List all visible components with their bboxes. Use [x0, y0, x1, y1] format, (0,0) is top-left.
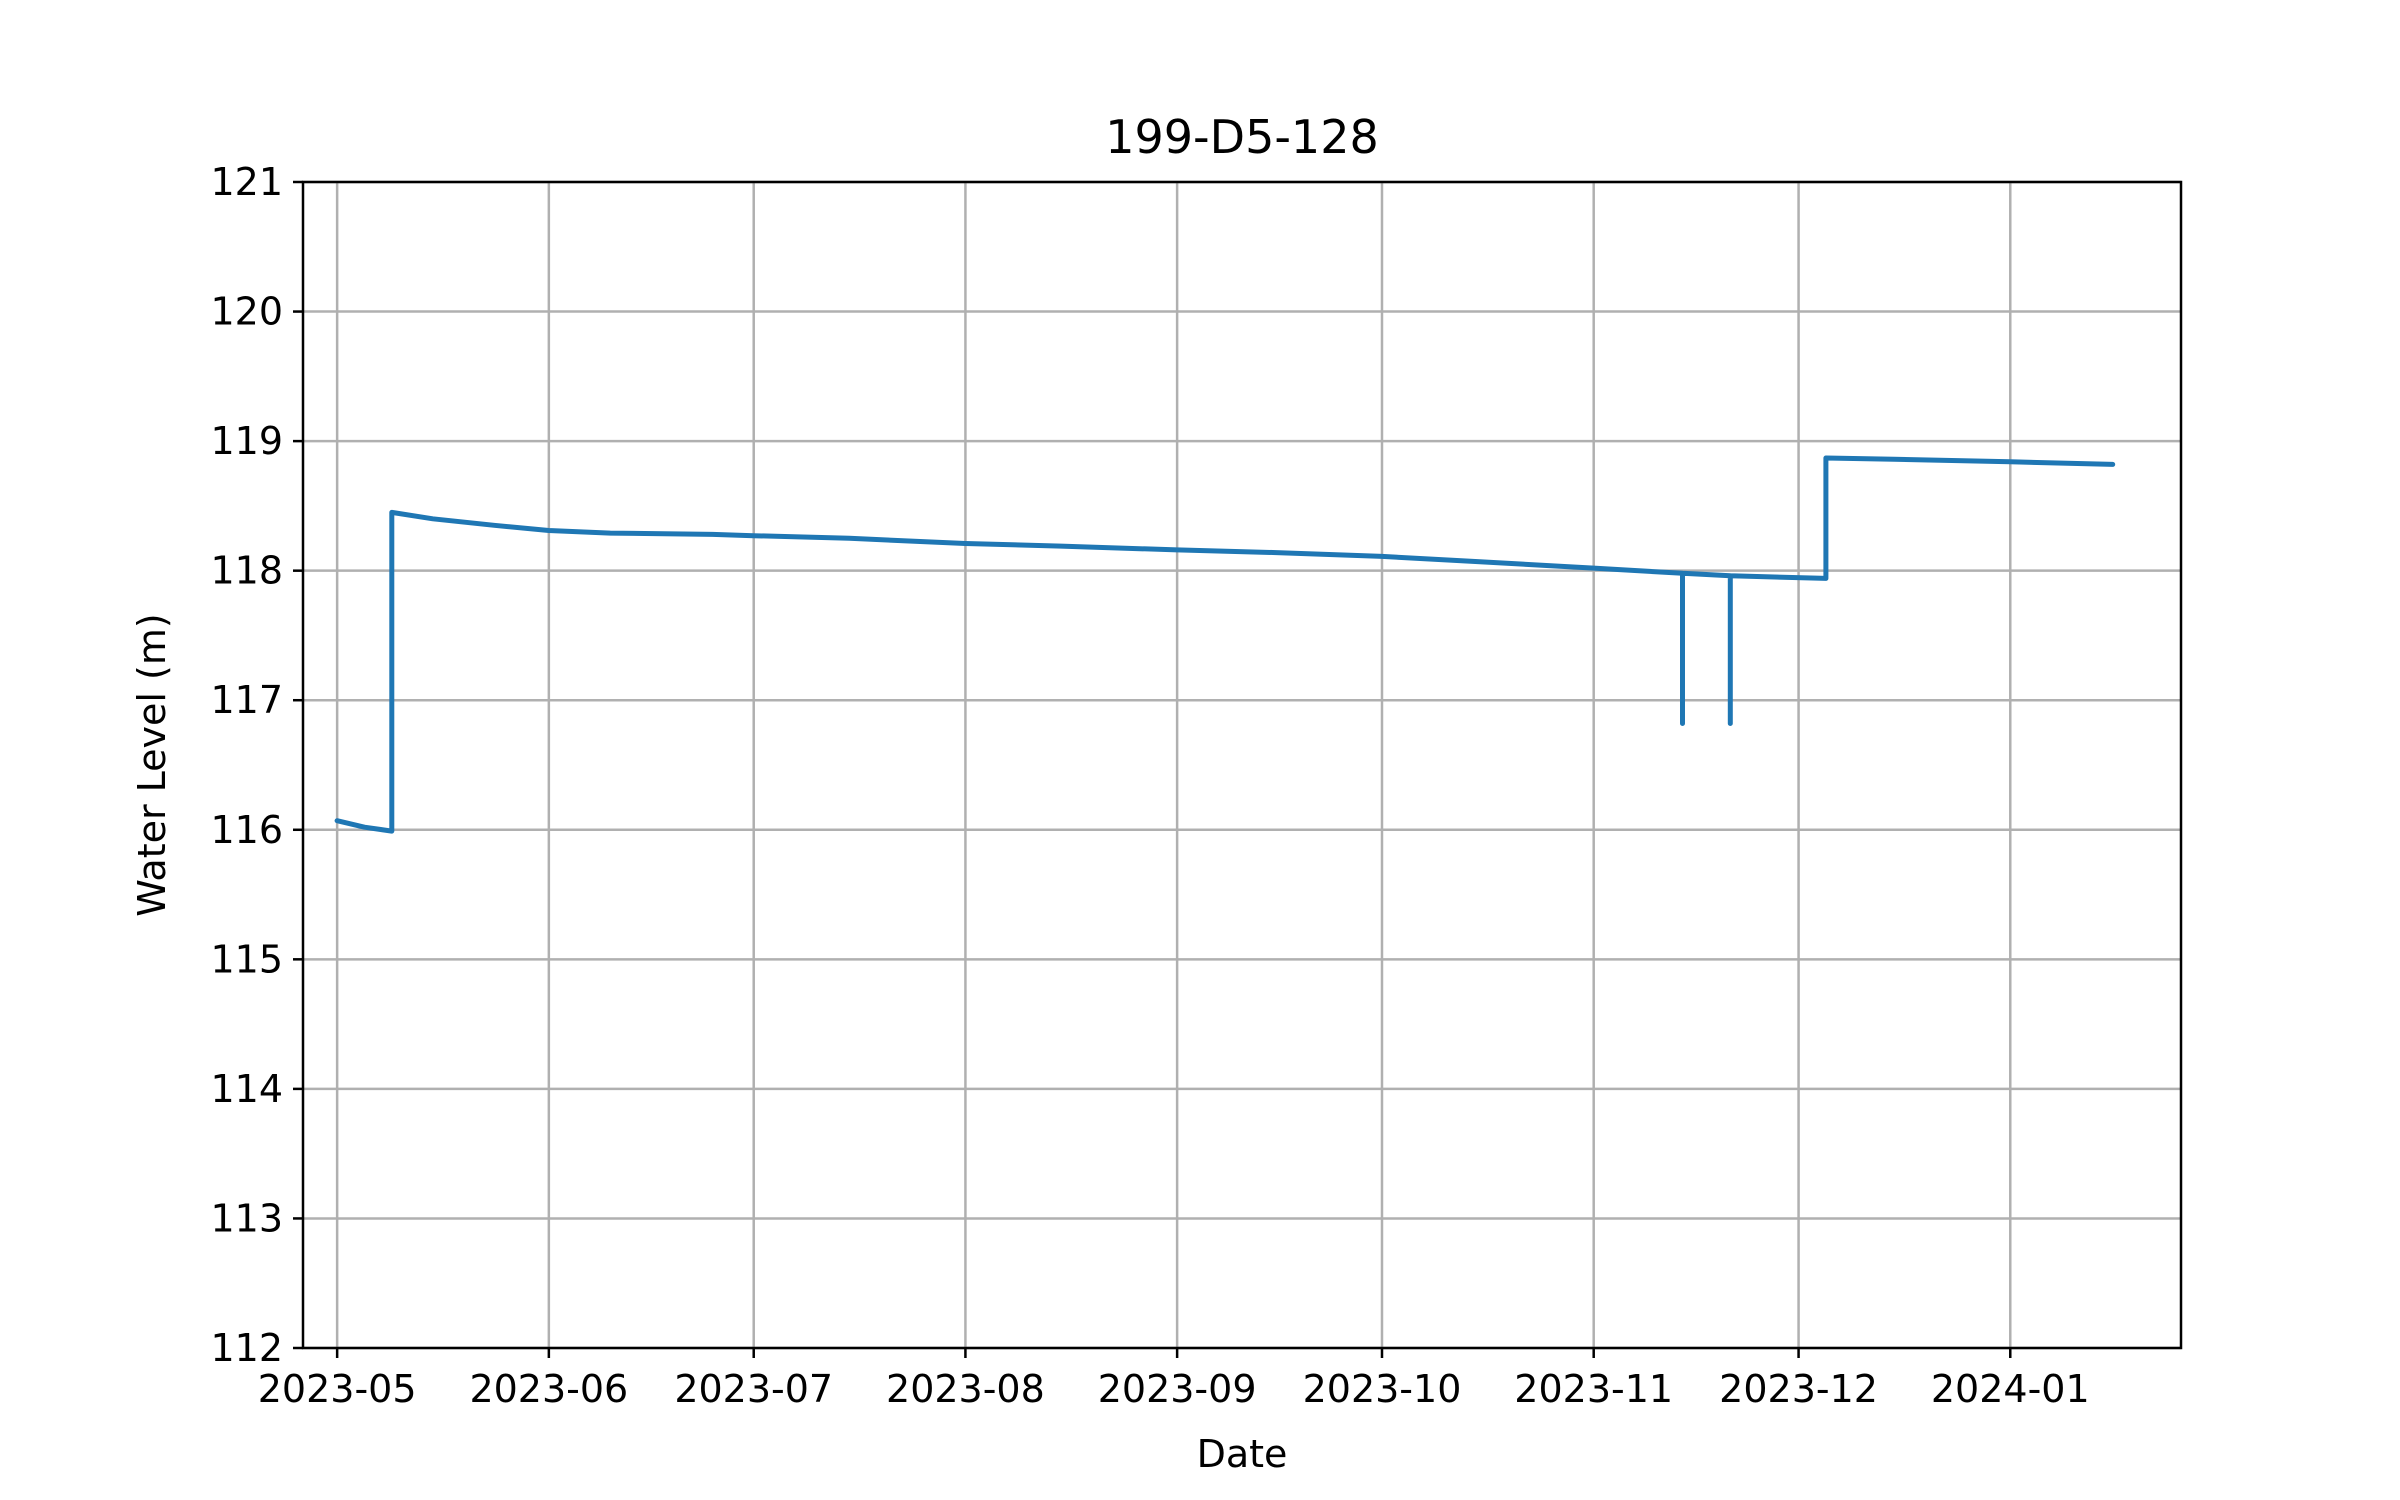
y-tick-label: 118: [210, 549, 283, 593]
y-tick-label: 113: [210, 1196, 283, 1240]
y-tick-label: 112: [210, 1326, 283, 1370]
y-tick-label: 114: [210, 1067, 283, 1111]
x-axis-title: Date: [1197, 1432, 1288, 1476]
y-tick-label: 120: [210, 290, 283, 334]
x-tick-label: 2023-07: [674, 1367, 833, 1411]
x-tick-label: 2023-12: [1719, 1367, 1878, 1411]
y-axis: 112 113 114 115 116 117 118 119 120 121: [210, 160, 303, 1370]
y-tick-label: 116: [210, 808, 283, 852]
series-layer: [334, 455, 2116, 834]
plot-frame: [301, 180, 2183, 1350]
x-tick-label: 2023-06: [469, 1367, 628, 1411]
x-tick-label: 2023-11: [1514, 1367, 1673, 1411]
x-axis: 2023-05 2023-06 2023-07 2023-08 2023-09 2023-…: [258, 1348, 2090, 1411]
y-tick-label: 117: [210, 678, 283, 722]
x-tick-label: 2023-08: [886, 1367, 1045, 1411]
x-tick-label: 2023-10: [1303, 1367, 1462, 1411]
chart-title: 199-D5-128: [1105, 110, 1378, 164]
grid-lines: [303, 180, 2181, 1350]
y-axis-title: Water Level (m): [130, 613, 174, 916]
x-tick-label: 2023-09: [1098, 1367, 1257, 1411]
y-tick-label: 119: [210, 419, 283, 463]
x-tick-label: 2024-01: [1931, 1367, 2090, 1411]
y-tick-label: 121: [210, 160, 283, 204]
water-level-series-line: [334, 455, 2116, 834]
x-tick-label: 2023-05: [258, 1367, 417, 1411]
y-tick-label: 115: [210, 937, 283, 981]
